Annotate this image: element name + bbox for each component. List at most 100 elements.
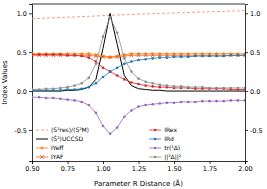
marker: [88, 77, 91, 80]
marker: [52, 87, 55, 90]
marker: [59, 87, 62, 90]
tick: 0.5: [17, 49, 32, 57]
legend-marker: [154, 129, 157, 132]
x-axis: 0.500.751.001.251.501.752.00: [25, 161, 252, 173]
marker: [80, 101, 83, 104]
legend-entry: IRex: [149, 126, 177, 133]
marker: [88, 104, 91, 107]
marks: [32, 11, 245, 135]
marker: [180, 101, 183, 104]
marker: [66, 86, 69, 89]
tick-label: 0.0: [17, 88, 27, 96]
tick-label: 1.0: [250, 10, 260, 18]
tick: 0.0: [17, 88, 32, 96]
marker: [45, 53, 48, 56]
marker: [66, 88, 69, 91]
marker: [144, 58, 147, 61]
marker: [38, 96, 41, 99]
tick-label: 1.25: [132, 165, 146, 173]
marker: [208, 100, 211, 103]
marker: [94, 54, 98, 58]
axis-line: [29, 5, 33, 162]
tick-mark: [174, 161, 175, 164]
legend-label: tr(¹Δ): [164, 144, 180, 151]
marker: [66, 53, 70, 57]
legend-label: ||²Δ||²: [164, 153, 182, 161]
marker: [123, 57, 126, 60]
marker: [130, 53, 134, 57]
marker: [73, 88, 76, 91]
marker: [59, 53, 62, 56]
marker: [116, 126, 119, 129]
legend: ⟨S²res⟩/⟨S²M⟩⟨Ŝ²⟩UCCSDIYeffIYAFIRexIRdtr…: [36, 126, 182, 161]
marker: [151, 85, 154, 88]
tick-label: 0.5: [17, 49, 27, 57]
marker: [59, 98, 62, 101]
marker: [52, 53, 55, 56]
tick: -0.5: [14, 126, 32, 134]
marker: [59, 53, 63, 57]
tick-label: 0.75: [61, 165, 75, 173]
marker: [180, 56, 183, 59]
marker: [44, 53, 48, 57]
tick: 1.0: [17, 10, 32, 18]
marker: [159, 102, 162, 105]
marker: [45, 87, 48, 90]
marker: [80, 82, 83, 85]
marker: [130, 70, 133, 73]
legend-marker: [40, 155, 44, 159]
tick-label: 1.00: [96, 165, 110, 173]
marker: [137, 53, 141, 57]
series-line: [32, 55, 245, 90]
marker: [159, 86, 162, 89]
marker: [102, 35, 105, 38]
tick-label: 1.0: [17, 10, 27, 18]
marker: [73, 84, 76, 87]
legend-swatch: [36, 130, 48, 131]
axis-line: [246, 5, 249, 162]
marker: [187, 56, 190, 59]
tick: 0.5: [245, 49, 260, 57]
legend-entry: IYeff: [36, 144, 64, 151]
marker: [180, 85, 183, 88]
tick-mark: [103, 161, 104, 164]
marker: [237, 87, 240, 90]
legend-marker: [154, 138, 157, 141]
marker: [208, 87, 211, 90]
marker: [166, 84, 169, 87]
series-markers: [32, 16, 245, 91]
frame: [32, 4, 245, 5]
chart: 0.500.751.001.251.501.752.00-0.50.00.51.…: [0, 0, 267, 189]
marker: [102, 66, 105, 69]
legend-entry: IYAF: [36, 153, 64, 160]
tick: 1.00: [96, 161, 110, 173]
tick-mark: [245, 130, 248, 131]
tick-mark: [29, 130, 32, 131]
marker: [137, 77, 140, 80]
legend-label: IYeff: [51, 144, 64, 151]
legend-swatch: [149, 148, 161, 149]
marker: [37, 53, 41, 57]
marker: [222, 87, 225, 90]
marker: [130, 109, 133, 112]
marker: [109, 132, 112, 135]
tick: 0.50: [25, 161, 39, 173]
marker: [52, 97, 55, 100]
marker: [144, 80, 147, 83]
marker: [166, 56, 169, 59]
legend-entry: ||²Δ||²: [149, 153, 182, 161]
series-line: [32, 17, 245, 89]
marker: [244, 99, 245, 102]
marker: [95, 63, 98, 66]
legend-label: IYAF: [51, 153, 64, 160]
marker: [66, 54, 69, 57]
marker: [137, 83, 140, 86]
marker: [194, 101, 197, 104]
series-markers: [32, 53, 245, 91]
series-line: [32, 55, 245, 90]
series-line: [32, 11, 245, 19]
tick-mark: [245, 13, 248, 14]
marker: [109, 70, 112, 73]
marker: [222, 55, 225, 58]
marker: [166, 101, 169, 104]
